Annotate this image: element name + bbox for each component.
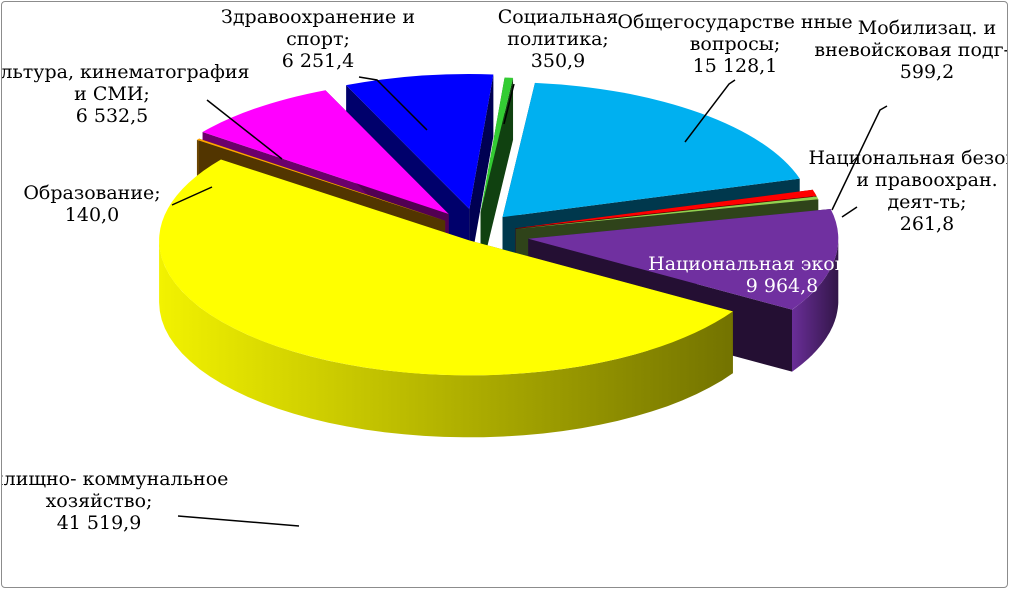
leader-line-1 — [684, 79, 736, 143]
leader-line-7 — [206, 99, 283, 160]
pie-slice-top-5 — [159, 159, 733, 376]
leader-line-3 — [841, 206, 858, 218]
pie-slice-top-4 — [528, 209, 839, 310]
pie-slice-wall-9-2 — [480, 77, 514, 275]
leader-line-2 — [831, 105, 888, 211]
pie-slice-side-4-1 — [792, 238, 839, 372]
pie-slice-side-5-1 — [159, 240, 733, 438]
pie-slice-5 — [159, 159, 733, 438]
leader-line-5 — [177, 515, 300, 527]
pie-slice-top-1 — [502, 82, 800, 218]
data-label-6: Образование; 140,0 — [23, 182, 160, 226]
pie-slice-top-6 — [196, 138, 446, 221]
pie-slice-top-7 — [202, 90, 449, 215]
leader-line-8 — [358, 76, 428, 131]
data-label-3: Национальная безоп-тьи правоохран.деят-т… — [808, 147, 1008, 235]
data-label-1: Общегосударстве нные вопросы; 15 128,1 — [617, 11, 852, 77]
pie-slice-top-2 — [515, 189, 817, 229]
pie-slice-9 — [480, 77, 514, 275]
data-label-8: Здравоохранение и спорт; 6 251,4 — [221, 6, 415, 72]
pie-slice-top-8 — [346, 74, 494, 210]
pie-slice-wall-8-2 — [469, 74, 494, 272]
data-label-4: Национальная экономика; 9 964,8 — [648, 253, 916, 297]
pie-slice-top-3 — [515, 196, 819, 229]
leader-line-9 — [503, 83, 515, 125]
pie-slice-top-9 — [480, 77, 514, 213]
leader-line-6 — [171, 186, 213, 206]
data-label-9: Социальная политика; 350,9 — [498, 6, 619, 72]
